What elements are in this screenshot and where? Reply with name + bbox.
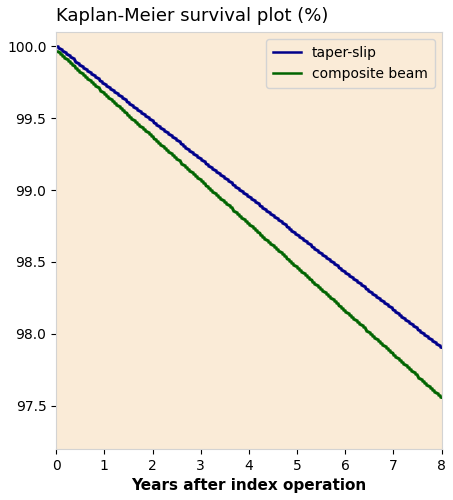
X-axis label: Years after index operation: Years after index operation bbox=[131, 478, 366, 493]
Text: Kaplan-Meier survival plot (%): Kaplan-Meier survival plot (%) bbox=[56, 7, 328, 25]
Legend: taper-slip, composite beam: taper-slip, composite beam bbox=[266, 39, 435, 88]
